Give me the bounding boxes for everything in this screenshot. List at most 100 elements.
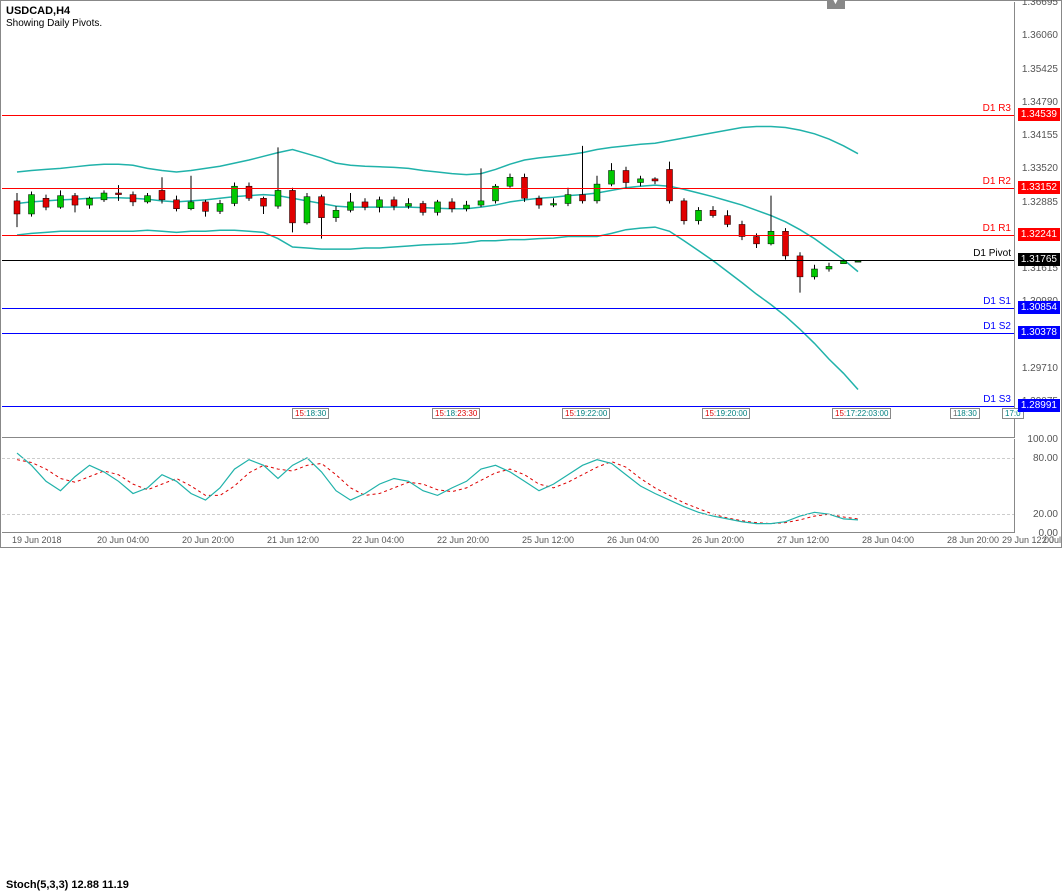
pivot-line-R2 xyxy=(2,188,1015,189)
candle-body xyxy=(725,216,731,225)
pivot-price-R1: 1.32241 xyxy=(1018,228,1060,241)
stochastic-title: Stoch(5,3,3) 12.88 11.19 xyxy=(6,879,129,891)
candle-body xyxy=(464,205,470,209)
price-axis: 1.366951.360601.354251.347901.341551.335… xyxy=(1014,2,1060,438)
chart-container: USDCAD,H4 Showing Daily Pivots. D1 R3 D1 … xyxy=(0,0,1062,548)
main-chart-area[interactable]: USDCAD,H4 Showing Daily Pivots. D1 R3 D1 … xyxy=(2,2,1015,438)
time-label: 21 Jun 12:00 xyxy=(267,535,319,545)
time-marker: 15:19:20:00 xyxy=(702,408,750,419)
pivot-label-S1: D1 S1 xyxy=(983,296,1011,307)
candle-body xyxy=(275,190,281,206)
candle-body xyxy=(174,200,180,209)
candle-body xyxy=(14,201,20,214)
price-tick: 1.34155 xyxy=(1022,130,1058,141)
pivot-line-S2 xyxy=(2,333,1015,334)
time-label: 22 Jun 04:00 xyxy=(352,535,404,545)
pivot-price-S2: 1.30378 xyxy=(1018,326,1060,339)
pivot-line-S3 xyxy=(2,406,1015,407)
time-marker: 15:17:22:03:00 xyxy=(832,408,891,419)
candle-body xyxy=(652,179,658,181)
candle-body xyxy=(536,198,542,205)
time-marker: 118:30 xyxy=(950,408,980,419)
candle-body xyxy=(377,200,383,207)
candle-body xyxy=(565,195,571,204)
price-tick: 1.33520 xyxy=(1022,163,1058,174)
candle-body xyxy=(623,170,629,182)
time-label: 20 Jun 04:00 xyxy=(97,535,149,545)
candle-body xyxy=(72,196,78,205)
candle-body xyxy=(754,237,760,244)
candle-body xyxy=(261,198,267,206)
pivot-price-Pivot: 1.31765 xyxy=(1018,253,1060,266)
stoch-line xyxy=(17,453,858,523)
time-label: 26 Jun 04:00 xyxy=(607,535,659,545)
candle-body xyxy=(391,200,397,206)
candle-body xyxy=(333,210,339,217)
candle-body xyxy=(841,261,847,264)
candle-body xyxy=(87,198,93,205)
candle-body xyxy=(406,203,412,206)
candle-body xyxy=(449,202,455,209)
candle-body xyxy=(145,196,151,202)
candle-body xyxy=(812,269,818,277)
bb-line xyxy=(17,126,858,174)
time-label: 25 Jun 12:00 xyxy=(522,535,574,545)
dropdown-indicator[interactable] xyxy=(827,1,845,9)
pivot-label-S3: D1 S3 xyxy=(983,394,1011,405)
stoch-level-line xyxy=(2,514,1015,515)
candle-body xyxy=(580,195,586,201)
candle-body xyxy=(203,202,209,211)
candle-body xyxy=(217,203,223,211)
pivot-label-R3: D1 R3 xyxy=(983,103,1011,114)
pivot-line-R1 xyxy=(2,235,1015,236)
candle-body xyxy=(667,169,673,200)
candle-body xyxy=(768,231,774,244)
stochastic-svg xyxy=(2,439,1015,533)
time-label: 19 Jun 2018 xyxy=(12,535,62,545)
candle-body xyxy=(594,184,600,201)
stochastic-axis: 100.0080.0020.000.00 xyxy=(1014,439,1060,533)
time-marker: 15:18:23:30 xyxy=(432,408,480,419)
candle-body xyxy=(159,190,165,199)
pivot-price-S1: 1.30854 xyxy=(1018,301,1060,314)
candle-body xyxy=(116,193,122,195)
pivot-label-R2: D1 R2 xyxy=(983,176,1011,187)
candle-body xyxy=(507,177,513,186)
time-label: 2 Jul 04:00 xyxy=(1042,535,1062,545)
candle-body xyxy=(638,179,644,183)
candle-body xyxy=(43,198,49,207)
pivot-price-S3: 1.28991 xyxy=(1018,399,1060,412)
price-tick: 1.34790 xyxy=(1022,97,1058,108)
pivot-line-Pivot xyxy=(2,260,1015,261)
candle-body xyxy=(826,266,832,269)
pivot-price-R3: 1.34539 xyxy=(1018,108,1060,121)
candle-body xyxy=(232,186,238,203)
symbol-title: USDCAD,H4 xyxy=(6,5,70,17)
stoch-tick: 20.00 xyxy=(1033,509,1058,520)
pivot-label-Pivot: D1 Pivot xyxy=(973,248,1011,259)
price-tick: 1.36695 xyxy=(1022,0,1058,8)
candle-body xyxy=(58,196,64,208)
candle-body xyxy=(551,203,557,205)
candle-body xyxy=(681,201,687,221)
time-label: 28 Jun 20:00 xyxy=(947,535,999,545)
pivot-label-R1: D1 R1 xyxy=(983,223,1011,234)
pivot-price-R2: 1.33152 xyxy=(1018,181,1060,194)
main-chart-svg xyxy=(2,2,1015,438)
candle-body xyxy=(362,202,368,207)
candle-body xyxy=(696,210,702,220)
candle-body xyxy=(130,195,136,202)
candle-body xyxy=(710,210,716,215)
time-label: 28 Jun 04:00 xyxy=(862,535,914,545)
stochastic-panel[interactable]: Stoch(5,3,3) 12.88 11.19 xyxy=(2,439,1015,533)
price-tick: 1.32885 xyxy=(1022,197,1058,208)
chart-subtitle: Showing Daily Pivots. xyxy=(6,18,102,29)
candle-body xyxy=(304,197,310,223)
price-tick: 1.29710 xyxy=(1022,363,1058,374)
stoch-tick: 100.00 xyxy=(1027,434,1058,445)
time-label: 20 Jun 20:00 xyxy=(182,535,234,545)
pivot-line-R3 xyxy=(2,115,1015,116)
candle-body xyxy=(420,203,426,212)
stoch-level-line xyxy=(2,458,1015,459)
time-marker: 15:19:22:00 xyxy=(562,408,610,419)
